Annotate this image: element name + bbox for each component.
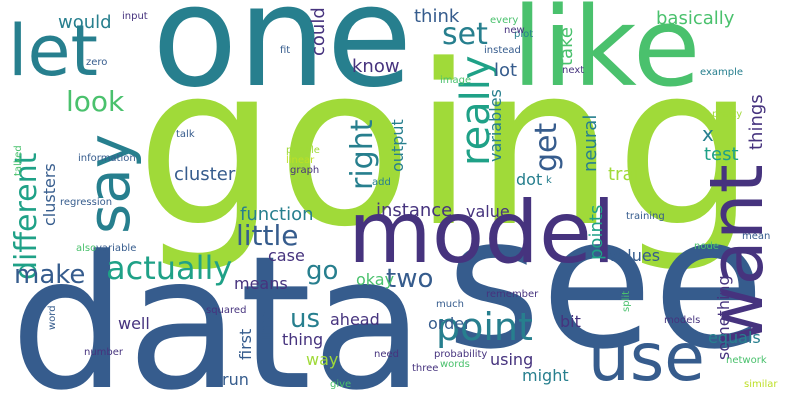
word-every: every: [490, 15, 519, 26]
word-lot: lot: [494, 60, 518, 81]
word-probability: probability: [434, 349, 488, 360]
word-talk: talk: [176, 129, 195, 140]
word-going: going: [136, 18, 757, 276]
word-node: node: [694, 241, 719, 252]
word-number: number: [84, 347, 124, 358]
word-squared: squared: [206, 305, 247, 316]
word-word: word: [47, 305, 58, 330]
word-model: model: [348, 183, 616, 283]
word-means: means: [234, 274, 288, 293]
word-way: way: [306, 350, 339, 369]
word-words: words: [440, 359, 470, 370]
word-remember: remember: [486, 289, 539, 300]
word-information: information: [78, 153, 136, 164]
word-get: get: [529, 122, 564, 172]
word-set: set: [442, 17, 488, 52]
word-things: things: [746, 94, 767, 150]
word-dot: dot: [516, 170, 543, 189]
word-x: x: [702, 122, 714, 146]
word-neural: neural: [580, 114, 601, 172]
word-variable: variable: [96, 243, 137, 254]
word-image: image: [440, 75, 472, 86]
word-example: example: [700, 67, 744, 78]
word-ahead: ahead: [330, 310, 380, 329]
word-bit: bit: [560, 312, 581, 331]
word-value: value: [466, 202, 510, 221]
word-train: train: [608, 164, 650, 185]
word-might: might: [522, 366, 569, 385]
word-data: data: [10, 217, 425, 405]
word-case: case: [268, 246, 305, 265]
word-output: output: [388, 119, 407, 172]
word-point: point: [436, 305, 533, 349]
word-two: two: [386, 264, 434, 294]
word-thing: thing: [282, 330, 324, 349]
word-linear: linear: [286, 155, 315, 166]
word-actually: actually: [106, 249, 233, 287]
word-add: add: [372, 177, 391, 188]
word-instance: instance: [376, 200, 453, 221]
word-need: need: [374, 349, 399, 360]
word-take: take: [556, 27, 577, 66]
word-something: something: [714, 275, 733, 360]
word-use: use: [588, 319, 705, 396]
word-fit: fit: [280, 45, 291, 56]
word-want: want: [694, 164, 780, 346]
word-network: network: [726, 355, 767, 366]
word-little: little: [236, 219, 299, 252]
word-split: split: [621, 290, 632, 312]
word-using: using: [490, 350, 534, 369]
word-give: give: [330, 379, 352, 390]
word-regression: regression: [60, 197, 113, 208]
word-let: let: [8, 10, 98, 92]
word-order: order: [428, 314, 471, 333]
word-cluster: cluster: [174, 164, 236, 185]
word-one: one: [152, 0, 413, 119]
word-make: make: [14, 260, 86, 290]
word-plot: plot: [514, 29, 534, 40]
word-three: three: [412, 363, 439, 374]
word-test: test: [704, 144, 739, 165]
word-would: would: [58, 12, 112, 33]
word-models: models: [664, 315, 701, 326]
word-mean: mean: [742, 231, 771, 242]
word-talked: talked: [13, 145, 24, 176]
word-equals: equals: [708, 328, 761, 347]
word-input: input: [122, 11, 148, 22]
word-could: could: [308, 7, 329, 56]
word-values: values: [608, 246, 661, 265]
word-variables: variables: [486, 89, 505, 162]
word-go: go: [306, 256, 339, 286]
word-okay: okay: [356, 270, 395, 289]
word-training: training: [626, 211, 665, 222]
word-see: see: [446, 177, 765, 389]
word-know: know: [352, 56, 400, 77]
word-say: say: [75, 133, 143, 234]
word-pretty: pretty: [712, 109, 743, 120]
word-points: points: [586, 204, 607, 260]
word-think: think: [414, 6, 460, 27]
word-well: well: [118, 314, 150, 333]
word-next: next: [562, 65, 585, 76]
word-instead: instead: [484, 45, 521, 56]
word-k: k: [546, 175, 552, 186]
word-clusters: clusters: [40, 163, 59, 226]
word-similar: similar: [744, 379, 778, 390]
word-basically: basically: [656, 8, 735, 29]
word-zero: zero: [86, 57, 108, 68]
word-much: much: [436, 299, 464, 310]
word-time: time: [256, 309, 275, 346]
word-also: also: [76, 243, 97, 254]
word-us: us: [290, 304, 321, 334]
word-new: new: [504, 25, 525, 36]
word-look: look: [66, 85, 125, 118]
word-run: run: [222, 370, 249, 389]
word-like: like: [512, 0, 701, 111]
word-first: first: [236, 328, 255, 360]
word-people: people: [286, 145, 320, 156]
word-graph: graph: [290, 165, 320, 176]
word-function: function: [240, 204, 314, 225]
